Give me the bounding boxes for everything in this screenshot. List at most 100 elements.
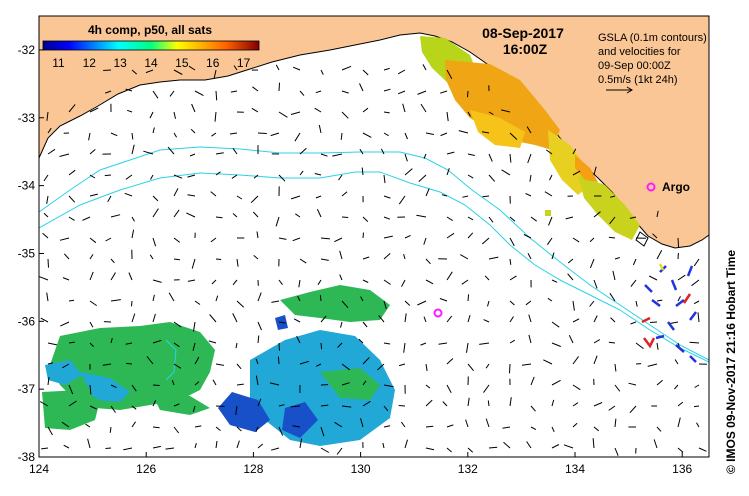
velocity-arrow bbox=[488, 216, 494, 223]
velocity-arrow bbox=[551, 252, 555, 260]
y-axis: -32 -33 -34 -35 -36 -37 -38 bbox=[18, 43, 44, 464]
velocity-arrow bbox=[105, 447, 112, 449]
velocity-arrow bbox=[131, 313, 136, 323]
velocity-arrow bbox=[677, 401, 684, 407]
velocity-vectors-colored bbox=[641, 263, 697, 363]
x-tick-label: 126 bbox=[136, 462, 156, 476]
velocity-arrow bbox=[292, 66, 301, 71]
velocity-arrow bbox=[485, 418, 490, 428]
velocity-arrow bbox=[255, 426, 259, 433]
velocity-arrow bbox=[89, 193, 98, 197]
velocity-arrow bbox=[87, 438, 91, 449]
velocity-arrow bbox=[236, 363, 242, 370]
velocity-arrow bbox=[677, 296, 681, 302]
velocity-arrow bbox=[649, 321, 658, 323]
velocity-arrow bbox=[502, 426, 511, 429]
velocity-arrow bbox=[467, 363, 474, 372]
velocity-arrow bbox=[47, 258, 49, 268]
velocity-arrow bbox=[102, 363, 112, 366]
velocity-arrow bbox=[215, 171, 221, 176]
velocity-arrow bbox=[40, 317, 49, 323]
argo-marker[interactable] bbox=[433, 308, 443, 318]
velocity-arrow bbox=[253, 174, 259, 179]
velocity-arrow bbox=[169, 90, 175, 97]
velocity-arrow bbox=[425, 384, 431, 389]
velocity-arrow bbox=[677, 447, 684, 453]
velocity-arrow bbox=[404, 234, 411, 239]
velocity-arrow bbox=[551, 444, 560, 449]
velocity-arrow bbox=[509, 258, 512, 265]
velocity-arrow bbox=[425, 132, 434, 135]
velocity-arrow bbox=[250, 195, 259, 204]
velocity-arrow bbox=[236, 426, 242, 432]
velocity-arrow bbox=[629, 405, 637, 414]
velocity-arrow bbox=[425, 447, 435, 451]
velocity-arrow bbox=[572, 356, 580, 365]
argo-marker[interactable] bbox=[646, 182, 656, 192]
velocity-arrow bbox=[47, 127, 52, 134]
velocity-arrow bbox=[548, 216, 553, 226]
velocity-arrow bbox=[89, 174, 96, 179]
velocity-arrow bbox=[483, 384, 490, 393]
velocity-arrow bbox=[89, 107, 99, 113]
velocity-arrow bbox=[215, 216, 223, 219]
velocity-arrow bbox=[215, 426, 221, 431]
velocity-arrow bbox=[404, 153, 408, 162]
velocity-arrow bbox=[107, 195, 112, 203]
legend-line-2: and velocities for bbox=[598, 46, 681, 58]
velocity-arrow bbox=[403, 342, 406, 353]
velocity-arrow bbox=[446, 151, 455, 155]
velocity-arrow bbox=[152, 90, 159, 99]
velocity-arrow bbox=[383, 67, 390, 71]
velocity-arrow bbox=[697, 312, 700, 323]
velocity-arrow bbox=[211, 279, 217, 285]
velocity-arrow bbox=[213, 69, 217, 79]
velocity-arrow bbox=[167, 146, 175, 155]
velocity-arrow bbox=[425, 399, 433, 407]
velocity-arrow bbox=[530, 216, 537, 222]
velocity-arrow bbox=[192, 342, 196, 351]
velocity-arrow bbox=[589, 258, 595, 269]
velocity-arrow bbox=[656, 426, 662, 432]
velocity-arrow bbox=[425, 425, 434, 428]
velocity-arrow bbox=[614, 257, 620, 260]
velocity-arrow bbox=[168, 292, 175, 302]
velocity-arrow bbox=[467, 232, 474, 239]
velocity-arrow bbox=[252, 86, 259, 92]
legend-line-3: 09-Sep 00:00Z bbox=[598, 60, 671, 72]
velocity-arrow bbox=[320, 404, 329, 407]
velocity-arrow bbox=[171, 380, 175, 386]
velocity-arrow bbox=[190, 128, 196, 134]
velocity-arrow bbox=[467, 111, 471, 117]
velocity-arrow bbox=[270, 447, 280, 451]
velocity-arrow bbox=[544, 191, 553, 197]
velocity-arrow bbox=[68, 400, 77, 407]
velocity-arrow bbox=[526, 441, 532, 449]
velocity-arrow bbox=[59, 153, 70, 157]
velocity-arrow bbox=[126, 362, 133, 365]
velocity-arrow bbox=[401, 279, 406, 287]
velocity-arrow bbox=[257, 292, 262, 302]
velocity-arrow bbox=[614, 363, 617, 372]
velocity-arrow bbox=[521, 363, 532, 366]
velocity-arrow bbox=[509, 397, 512, 407]
colorbar: 4h comp, p50, all sats 11 12 13 14 15 16 17 bbox=[42, 23, 260, 70]
velocity-arrow bbox=[215, 152, 224, 155]
velocity-arrow bbox=[382, 442, 385, 449]
velocity-arrow bbox=[593, 402, 603, 407]
velocity-arrow bbox=[629, 216, 637, 219]
velocity-arrow bbox=[383, 216, 391, 220]
velocity-arrow bbox=[46, 111, 49, 121]
velocity-arrow bbox=[446, 111, 449, 122]
velocity-arrow bbox=[383, 279, 391, 285]
velocity-arrow bbox=[635, 300, 638, 307]
velocity-arrow bbox=[551, 426, 555, 433]
velocity-arrow bbox=[278, 174, 286, 182]
velocity-arrow bbox=[608, 341, 616, 344]
velocity-arrow bbox=[152, 426, 160, 429]
velocity-arrow bbox=[509, 132, 518, 140]
velocity-arrow bbox=[39, 276, 49, 281]
velocity-arrow bbox=[110, 299, 121, 302]
velocity-arrow bbox=[152, 279, 162, 283]
